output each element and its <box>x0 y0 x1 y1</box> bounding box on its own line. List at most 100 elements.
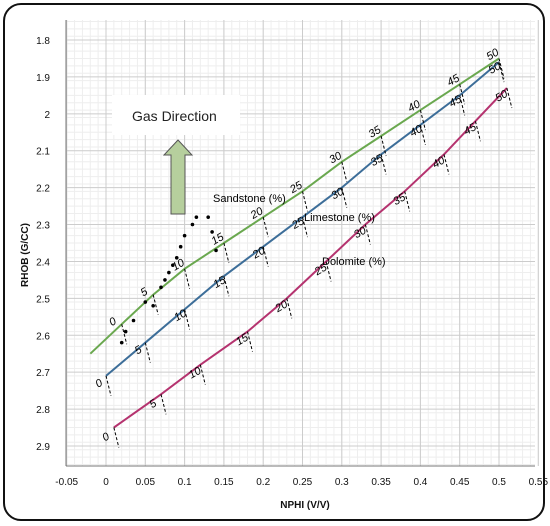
scale-tick <box>223 276 230 297</box>
x-tick-label: 0.3 <box>335 477 349 488</box>
scale-tick <box>419 110 426 131</box>
data-point <box>174 255 179 260</box>
series-line-1 <box>89 57 500 355</box>
axes <box>65 20 535 467</box>
data-point <box>163 278 167 282</box>
scale-tick <box>160 394 167 415</box>
scale-tick <box>199 364 206 385</box>
scale-tick <box>325 261 332 282</box>
scale-tick <box>443 154 450 175</box>
x-tick-label: 0.05 <box>136 477 156 488</box>
data-point <box>210 230 214 234</box>
scale-label: 15 <box>211 274 228 291</box>
scale-tick <box>246 331 253 352</box>
x-tick-label: 0.2 <box>256 477 270 488</box>
data-points <box>119 215 218 345</box>
y-tick-label: 2.9 <box>36 442 50 453</box>
scale-tick <box>404 191 411 212</box>
y-tick-label: 2.2 <box>36 184 50 195</box>
data-point <box>171 263 175 267</box>
data-point <box>123 329 128 334</box>
scale-tick <box>302 217 308 238</box>
y-tick-label: 2 <box>44 110 50 121</box>
data-point <box>214 248 218 253</box>
x-tick-label: 0.15 <box>214 477 234 488</box>
dolomite-label: Dolomite (%) <box>322 256 386 268</box>
x-tick-label: 0.45 <box>450 477 470 488</box>
x-tick-label: 0 <box>103 477 109 488</box>
grid <box>66 20 539 466</box>
data-point <box>182 233 187 238</box>
scale-tick <box>364 224 371 245</box>
scale-tick <box>380 154 387 175</box>
tick-labels: -0.05 0 0.05 0.1 0.15 0.2 0.25 0.3 0.35 0.4 0.45 0.… <box>36 36 548 488</box>
gas-direction-label: Gas Direction <box>132 108 217 124</box>
x-tick-label: -0.05 <box>55 477 78 488</box>
x-tick-label: 0.5 <box>492 477 506 488</box>
data-point <box>131 318 136 323</box>
scale-tick <box>341 161 348 182</box>
scale-tick <box>184 268 191 289</box>
data-point <box>151 303 155 308</box>
scale-label: 15 <box>234 331 251 348</box>
scale-tick <box>506 87 513 109</box>
scale-tick <box>459 95 466 116</box>
scale-tick <box>341 187 348 208</box>
scale-tick <box>498 62 505 83</box>
scale-tick <box>459 84 466 105</box>
scale-label: 35 <box>391 191 408 208</box>
y-tick-label: 2.7 <box>36 368 50 379</box>
data-point <box>178 244 183 249</box>
data-point <box>190 222 195 227</box>
y-tick-label: 2.3 <box>36 221 50 232</box>
y-tick-label: 1.9 <box>36 73 50 84</box>
sandstone-label: Sandstone (%) <box>213 193 286 205</box>
y-tick-label: 2.5 <box>36 294 50 305</box>
data-point <box>159 285 163 290</box>
x-tick-label: 0.25 <box>293 477 313 488</box>
scale-tick <box>223 242 230 264</box>
y-tick-label: 2.6 <box>36 331 50 342</box>
limestone-label: Limestone (%) <box>304 212 375 224</box>
scale-tick <box>152 294 159 315</box>
scale-tick <box>121 324 128 345</box>
y-tick-label: 1.8 <box>36 36 50 47</box>
scale-tick <box>286 298 293 319</box>
scale-tick <box>184 309 191 330</box>
scale-label: 30 <box>352 224 369 241</box>
scale-label: 10 <box>187 364 204 381</box>
gas-direction-box <box>112 95 240 135</box>
gas-direction-arrow <box>162 139 194 215</box>
scale-label: 20 <box>272 298 290 315</box>
scale-tick <box>113 427 120 448</box>
scale-tick <box>262 217 269 238</box>
x-axis-title: NPHI (V/V) <box>280 500 329 511</box>
scale-tick <box>144 342 151 363</box>
data-point <box>143 300 148 304</box>
scale-tick <box>105 375 112 396</box>
x-tick-label: 0.55 <box>529 477 549 488</box>
x-tick-label: 0.4 <box>413 477 427 488</box>
data-point <box>167 270 171 275</box>
data-point <box>119 340 124 345</box>
data-point <box>194 215 199 219</box>
y-tick-label: 2.8 <box>36 405 50 416</box>
y-tick-label: 2.4 <box>36 257 50 268</box>
scale-label: 20 <box>250 244 268 261</box>
scale-label: 50 <box>493 88 510 105</box>
x-tick-label: 0.35 <box>371 477 391 488</box>
scale-tick <box>498 58 505 79</box>
x-tick-label: 0.1 <box>178 477 192 488</box>
scale-label: 45 <box>462 121 479 138</box>
data-point <box>206 215 210 219</box>
annotations: Gas Direction Sandstone (%) Limestone (%… <box>112 95 386 268</box>
scale-label: 40 <box>430 154 447 171</box>
scale-tick <box>474 121 481 142</box>
scale-tick <box>419 124 426 146</box>
scale-tick <box>380 135 387 157</box>
y-tick-label: 2.1 <box>36 147 50 158</box>
scale-tick <box>262 246 269 267</box>
y-axis-title: RHOB (G/CC) <box>20 223 31 287</box>
scale-tick <box>302 191 308 212</box>
